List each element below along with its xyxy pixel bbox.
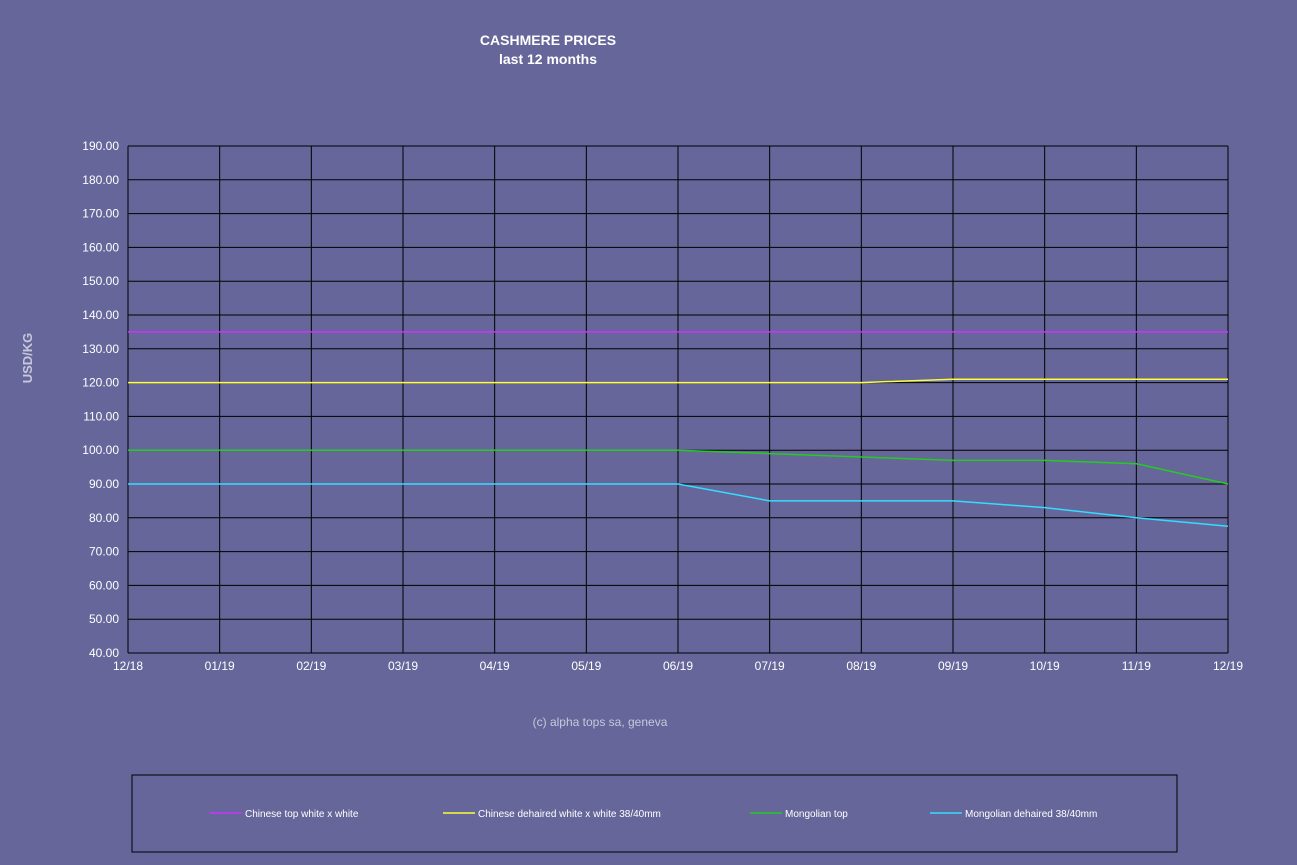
x-tick-label: 06/19	[663, 659, 693, 673]
legend-label: Chinese top white x white	[245, 809, 359, 820]
legend: Chinese top white x white Chinese dehaire…	[210, 809, 1097, 820]
y-tick-label: 160.00	[82, 240, 119, 254]
y-tick-label: 60.00	[89, 578, 119, 592]
y-tick-label: 50.00	[89, 612, 119, 626]
chart-subtitle: last 12 months	[499, 51, 597, 67]
y-tick-label: 140.00	[82, 308, 119, 322]
y-tick-label: 90.00	[89, 477, 119, 491]
y-tick-label: 100.00	[82, 443, 119, 457]
y-tick-label: 120.00	[82, 376, 119, 390]
x-tick-label: 10/19	[1030, 659, 1060, 673]
x-tick-label: 04/19	[480, 659, 510, 673]
y-tick-label: 130.00	[82, 342, 119, 356]
grid-lines	[127, 145, 1229, 654]
y-tick-label: 170.00	[82, 207, 119, 221]
y-tick-label: 180.00	[82, 173, 119, 187]
y-tick-label: 110.00	[83, 409, 119, 423]
chart-title: CASHMERE PRICES	[480, 32, 616, 48]
series-line	[128, 483, 1229, 527]
y-axis-label: USD/KG	[20, 333, 35, 384]
y-tick-label: 190.00	[82, 139, 119, 153]
legend-box	[131, 774, 1178, 853]
y-tick-labels: 40.00 50.00 60.00 70.00 80.00 90.00 100.00 110.…	[82, 139, 119, 660]
series-lines	[128, 331, 1229, 527]
x-tick-label: 12/19	[1213, 659, 1243, 673]
y-tick-label: 80.00	[89, 511, 119, 525]
y-tick-label: 150.00	[82, 274, 119, 288]
x-tick-label: 09/19	[938, 659, 968, 673]
x-tick-label: 05/19	[571, 659, 601, 673]
x-tick-label: 11/19	[1122, 659, 1151, 673]
y-tick-label: 40.00	[89, 646, 119, 660]
x-tick-labels: 12/18 01/19 02/19 03/19 04/19 05/19 06/19 07/19…	[113, 659, 1243, 673]
series-line	[128, 378, 1228, 384]
x-tick-label: 02/19	[296, 659, 326, 673]
x-tick-label: 03/19	[388, 659, 418, 673]
y-tick-label: 70.00	[89, 545, 119, 559]
legend-label: Mongolian top	[785, 809, 848, 820]
copyright-credit: (c) alpha tops sa, geneva	[533, 715, 668, 729]
series-line	[128, 449, 1229, 485]
x-tick-label: 07/19	[755, 659, 785, 673]
legend-label: Mongolian dehaired 38/40mm	[965, 809, 1097, 820]
x-tick-label: 12/18	[113, 659, 143, 673]
x-tick-label: 01/19	[205, 659, 235, 673]
x-tick-label: 08/19	[846, 659, 876, 673]
legend-label: Chinese dehaired white x white 38/40mm	[478, 809, 661, 820]
